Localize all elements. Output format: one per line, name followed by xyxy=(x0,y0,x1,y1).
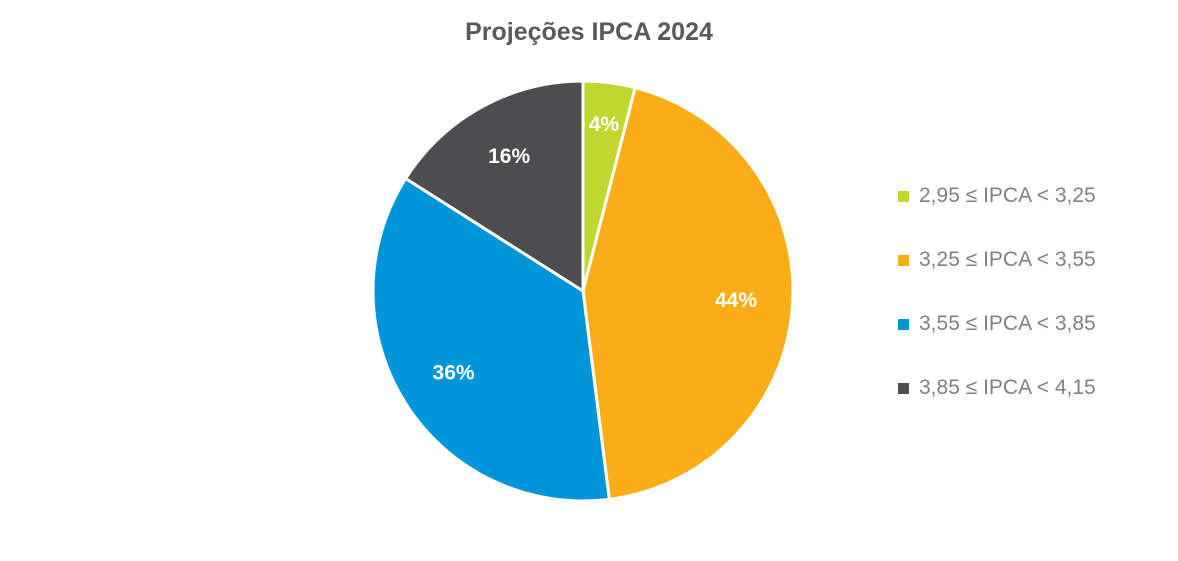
legend-item: 3,25 ≤ IPCA < 3,55 xyxy=(898,244,1096,276)
legend-swatch xyxy=(898,254,909,266)
legend-item: 3,55 ≤ IPCA < 3,85 xyxy=(898,308,1096,340)
legend-swatch xyxy=(898,190,909,202)
pie-slice xyxy=(371,176,611,503)
pie-slice xyxy=(404,79,585,293)
legend: 2,95 ≤ IPCA < 3,25 3,25 ≤ IPCA < 3,55 3,… xyxy=(898,180,1096,436)
pie-slice-label: 44% xyxy=(715,289,757,312)
legend-label: 3,85 ≤ IPCA < 4,15 xyxy=(919,376,1096,399)
legend-label: 3,55 ≤ IPCA < 3,85 xyxy=(919,312,1096,335)
legend-label: 2,95 ≤ IPCA < 3,25 xyxy=(919,184,1096,207)
legend-item: 2,95 ≤ IPCA < 3,25 xyxy=(898,180,1096,212)
chart-title: Projeções IPCA 2024 xyxy=(465,18,713,46)
legend-swatch xyxy=(898,382,909,394)
legend-swatch xyxy=(898,318,909,330)
legend-label: 3,25 ≤ IPCA < 3,55 xyxy=(919,248,1096,271)
pie-slice xyxy=(581,86,795,501)
pie-slice-label: 16% xyxy=(488,145,530,168)
legend-item: 3,85 ≤ IPCA < 4,15 xyxy=(898,372,1096,404)
pie-slice-label: 4% xyxy=(589,113,620,136)
pie-slice-label: 36% xyxy=(433,362,475,385)
